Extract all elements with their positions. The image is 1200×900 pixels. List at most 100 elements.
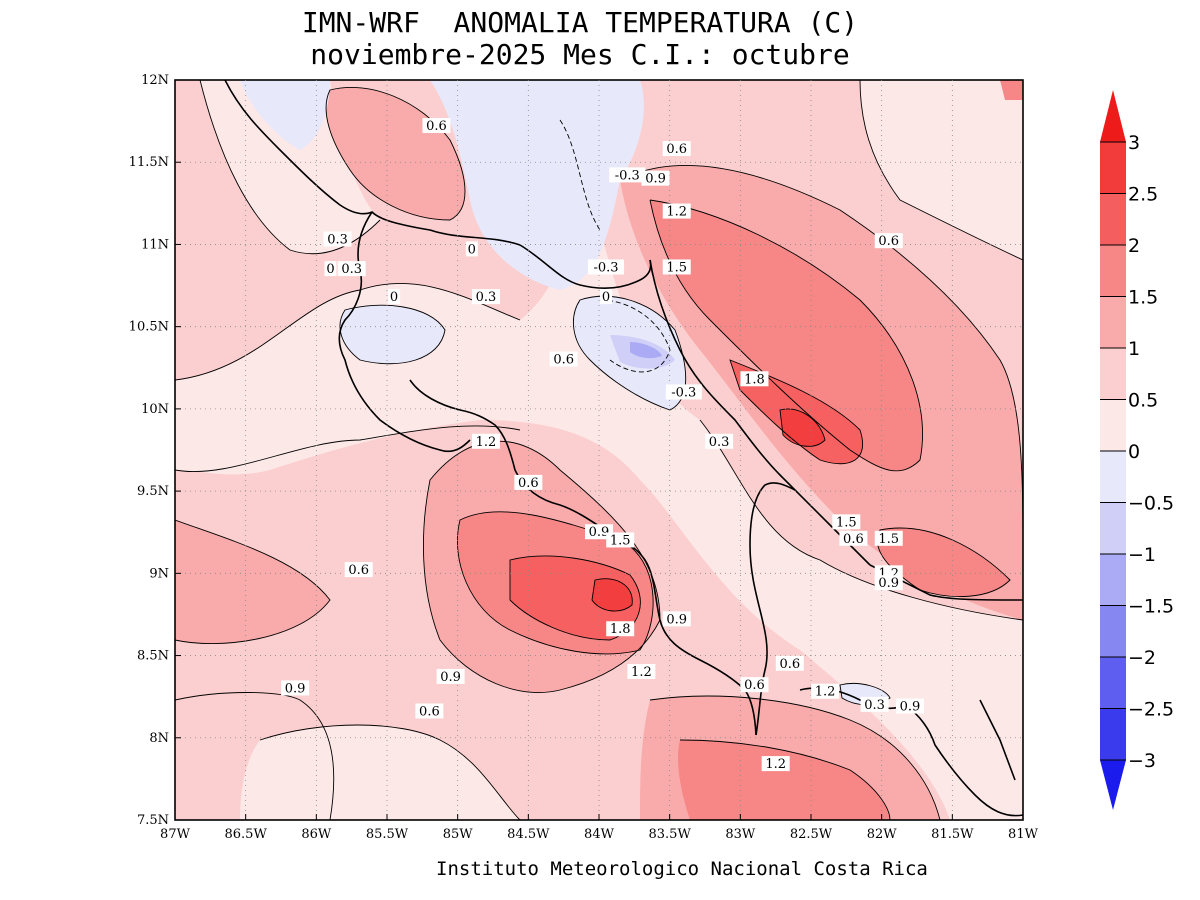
y-tick-label: 12N (141, 73, 169, 88)
contour-label: 0.6 (348, 563, 369, 578)
contour-label: 1.5 (666, 260, 687, 275)
colorbar-label: 1.5 (1128, 287, 1158, 309)
x-tick-label: 85.5W (366, 827, 409, 842)
colorbar-segment (1100, 502, 1126, 554)
x-tick-label: 81.5W (931, 827, 974, 842)
contour-label-bg (609, 167, 646, 183)
contour-label-bg (465, 241, 478, 257)
colorbar-bottom-arrow (1100, 760, 1126, 810)
contour-label-bg (514, 474, 543, 490)
contour-label-bg (585, 524, 613, 540)
colorbar-segment (1100, 451, 1126, 503)
contour-label: 0.3 (341, 262, 362, 277)
contour-label: 0.6 (426, 119, 447, 134)
contour-label-bg (740, 677, 769, 693)
contour-label: 0 (326, 262, 334, 277)
colorbar-label: −3 (1128, 750, 1156, 772)
x-tick-label: 85W (443, 827, 474, 842)
contour-label-bg (832, 514, 861, 530)
y-tick-label: 8.5N (137, 649, 169, 664)
colorbar-segment (1100, 193, 1126, 245)
contour-label-bg (422, 118, 451, 134)
contour-label-bg (874, 530, 903, 546)
contour-label-bg (471, 433, 500, 449)
contour-label-bg (839, 530, 868, 546)
contour-label: 0.3 (327, 233, 348, 248)
footer-credit: Instituto Meteorologico Nacional Costa R… (436, 858, 928, 880)
map-title-line2: noviembre-2025 Mes C.I.: octubre (310, 38, 850, 71)
contour-label: 0.6 (666, 142, 687, 157)
x-tick-label: 83.5W (649, 827, 692, 842)
colorbar-segment (1100, 708, 1126, 760)
contour-label-bg (436, 668, 465, 684)
colorbar-segment (1100, 554, 1126, 606)
contour-label-bg (860, 696, 889, 712)
colorbar-label: 0 (1128, 441, 1140, 463)
contour-label: 1.5 (878, 532, 899, 547)
contour-label: 0.3 (864, 698, 885, 713)
contour-label: 0.6 (518, 476, 539, 491)
contour-label-bg (549, 351, 578, 367)
contour-lines (175, 80, 1023, 820)
contour-label: 0.9 (440, 670, 461, 685)
contour-label-bg (606, 532, 635, 548)
contour-label: 1.5 (610, 533, 631, 548)
contour-label-bg (662, 611, 691, 627)
contour-label: 1.5 (836, 515, 857, 530)
contour-label: 0.9 (645, 172, 666, 187)
contour-label-bg (874, 233, 903, 249)
contour-label-bg (662, 259, 691, 275)
colorbar-segment (1100, 348, 1126, 400)
x-tick-label: 82.5W (790, 827, 833, 842)
contour-label-bg (641, 170, 670, 186)
contour-label: 1.2 (476, 435, 497, 450)
contour-label: 0 (602, 290, 610, 305)
y-axis-ticks: 12N 11.5N 11N 10.5N 10N 9.5N 9N 8.5N 8N 7.5N (129, 73, 181, 828)
y-tick-label: 11N (141, 237, 169, 252)
coastlines (224, 80, 1023, 817)
contour-label: 0.9 (666, 612, 687, 627)
contour-label: 1.2 (765, 757, 786, 772)
contour-label-bg (874, 575, 903, 591)
contour-label: 0 (390, 290, 398, 305)
x-tick-label: 86W (301, 827, 332, 842)
contour-label-bg (600, 289, 613, 305)
contour-label: 1.8 (610, 622, 631, 637)
colorbar-segment (1100, 245, 1126, 297)
y-tick-label: 10N (141, 402, 169, 417)
contour-label-bg (415, 703, 444, 719)
contour-label: 0.9 (285, 681, 306, 696)
colorbar-segment (1100, 399, 1126, 451)
x-tick-label: 81W (1008, 827, 1039, 842)
colorbar-label: 2 (1128, 235, 1140, 257)
colorbar: 3 2.5 2 1.5 1 0.5 0 −0.5 −1 −1.5 −2 −2.5 −3 (1100, 90, 1174, 810)
contour-label: -0.3 (594, 260, 619, 275)
colorbar-label: −0.5 (1128, 493, 1174, 515)
contour-label-bg (606, 621, 635, 637)
colorbar-label: 1 (1128, 338, 1140, 360)
y-tick-label: 11.5N (129, 155, 169, 170)
contour-label-bg (324, 261, 337, 277)
contour-label-bg (388, 289, 401, 305)
contour-label: 0.6 (779, 657, 800, 672)
colorbar-top-arrow (1100, 90, 1126, 142)
colorbar-label: 3 (1128, 132, 1140, 154)
colorbar-label: 2.5 (1128, 184, 1158, 206)
contour-label-bg (337, 261, 366, 277)
contour-label-bg (761, 756, 790, 772)
contour-label-bg (588, 259, 625, 275)
contour-label: 1.8 (744, 372, 765, 387)
contour-label: 0 (468, 242, 476, 257)
contour-label-bg (895, 698, 924, 714)
contour-labels: 0.60.6-0.3 0.91.20.60.30-0.3 1.50 0.30 0.3 00… (281, 118, 924, 772)
contour-label-bg (740, 371, 769, 387)
contour-label: 0.9 (878, 576, 899, 591)
y-tick-label: 7.5N (137, 813, 169, 828)
contour-label: 0.9 (589, 525, 610, 540)
y-tick-label: 9.5N (137, 484, 169, 499)
contour-label: 1.2 (815, 685, 836, 700)
colorbar-label: −2 (1128, 647, 1156, 669)
colorbar-label: −1.5 (1128, 596, 1174, 618)
colorbar-segment (1100, 657, 1126, 709)
